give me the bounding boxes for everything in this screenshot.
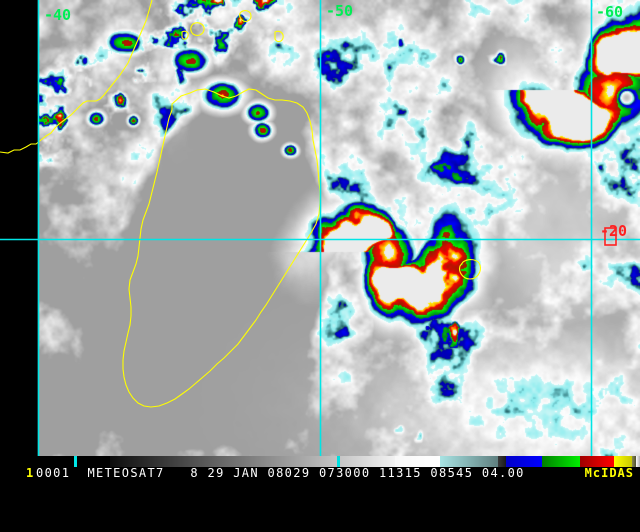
enhancement-segment (636, 456, 640, 467)
grid-label-lon-50: -50 (326, 2, 354, 20)
island-outline-small-3 (181, 30, 189, 40)
status-line: 1 0001 METEOSAT7 8 29 JAN 08029 073000 1… (0, 467, 640, 480)
island-outline-comoros (190, 22, 205, 36)
island-outline-mauritius (459, 259, 481, 280)
latitude-marker-box (604, 227, 617, 246)
enhancement-segment (542, 456, 580, 467)
mcidas-software-tag: McIDAS (584, 466, 634, 480)
frame-number-label: 1 (26, 466, 34, 480)
grid-label-lat-20: -20 (600, 222, 628, 240)
enhancement-segment (395, 456, 440, 467)
grid-label-lat-40: -40 (44, 6, 72, 24)
enhancement-segment (337, 456, 340, 467)
madagascar-coastline (122, 88, 321, 408)
enhancement-segment (506, 456, 542, 467)
grid-label-lon-60: -60 (596, 3, 624, 21)
enhancement-segment (110, 456, 395, 467)
map-vector-overlay (0, 0, 640, 456)
island-outline-small-2 (274, 30, 284, 43)
enhancement-segment (0, 456, 74, 467)
satellite-image-area[interactable]: -40 -50 -60 -20 (0, 0, 640, 456)
enhancement-segment (498, 456, 506, 467)
enhancement-segment (440, 456, 498, 467)
enhancement-segment (614, 456, 632, 467)
bottom-info-strip: 1 0001 METEOSAT7 8 29 JAN 08029 073000 1… (0, 456, 640, 480)
island-outline-small-1 (239, 10, 252, 22)
africa-coastline (0, 0, 153, 154)
status-text-label: 0001 METEOSAT7 8 29 JAN 08029 073000 113… (36, 466, 525, 480)
color-enhancement-bar (0, 456, 640, 467)
mcidas-image-viewer: -40 -50 -60 -20 1 0001 METEOSAT7 8 29 JA… (0, 0, 640, 480)
enhancement-segment (77, 456, 110, 467)
enhancement-segment (580, 456, 614, 467)
enhancement-segment (74, 456, 77, 467)
enhancement-segment (632, 456, 636, 467)
